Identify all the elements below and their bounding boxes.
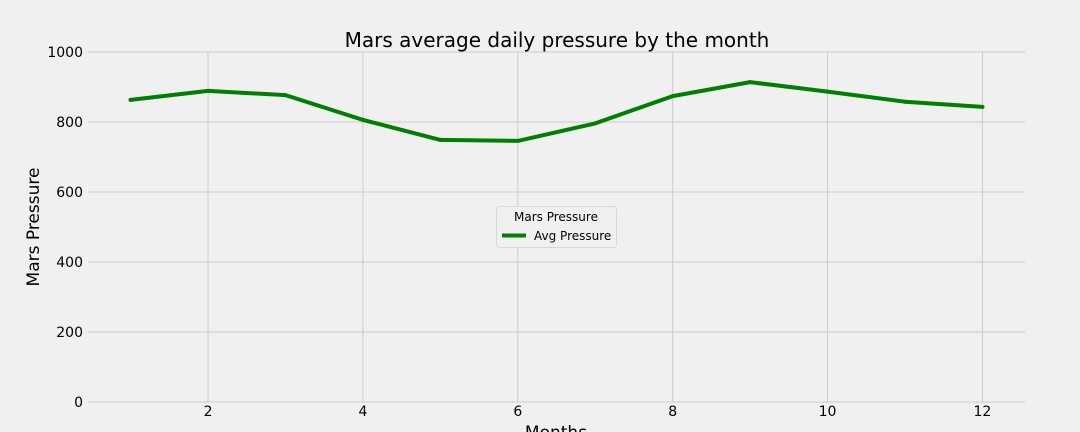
- legend-entry-label: Avg Pressure: [534, 229, 611, 243]
- legend-title: Mars Pressure: [514, 210, 598, 224]
- y-tick-labels: 0 200 400 600 800 1000: [47, 45, 83, 411]
- x-tick-label: 12: [973, 404, 991, 420]
- data-point: [670, 94, 675, 99]
- data-point: [360, 117, 365, 122]
- data-point: [748, 80, 753, 85]
- x-axis-label: Months: [525, 423, 587, 432]
- data-point: [515, 138, 520, 143]
- data-point: [283, 93, 288, 98]
- x-tick-labels: 2 4 6 8 10 12: [204, 404, 992, 420]
- y-tick-label: 200: [56, 325, 83, 341]
- legend: Mars Pressure Avg Pressure: [496, 206, 617, 248]
- y-tick-label: 600: [56, 185, 83, 201]
- grid-lines: [88, 51, 1025, 403]
- data-point: [438, 137, 443, 142]
- x-tick-label: 10: [819, 404, 837, 420]
- chart-title: Mars average daily pressure by the month: [345, 28, 770, 52]
- y-tick-label: 1000: [47, 45, 83, 61]
- data-point: [128, 97, 133, 102]
- x-tick-label: 6: [513, 404, 522, 420]
- x-tick-label: 4: [358, 404, 367, 420]
- x-tick-label: 8: [668, 404, 677, 420]
- y-axis-label: Mars Pressure: [24, 168, 44, 287]
- data-point: [980, 104, 985, 109]
- data-point: [825, 89, 830, 94]
- series-line-avg-pressure: [128, 80, 985, 143]
- data-point: [593, 121, 598, 126]
- data-point: [206, 88, 210, 93]
- series-layer: [128, 80, 985, 143]
- y-tick-label: 800: [56, 115, 83, 131]
- x-tick-label: 2: [204, 404, 213, 420]
- y-tick-label: 0: [74, 395, 83, 411]
- y-tick-label: 400: [56, 255, 83, 271]
- legend-box: [496, 206, 617, 248]
- data-point: [903, 99, 907, 104]
